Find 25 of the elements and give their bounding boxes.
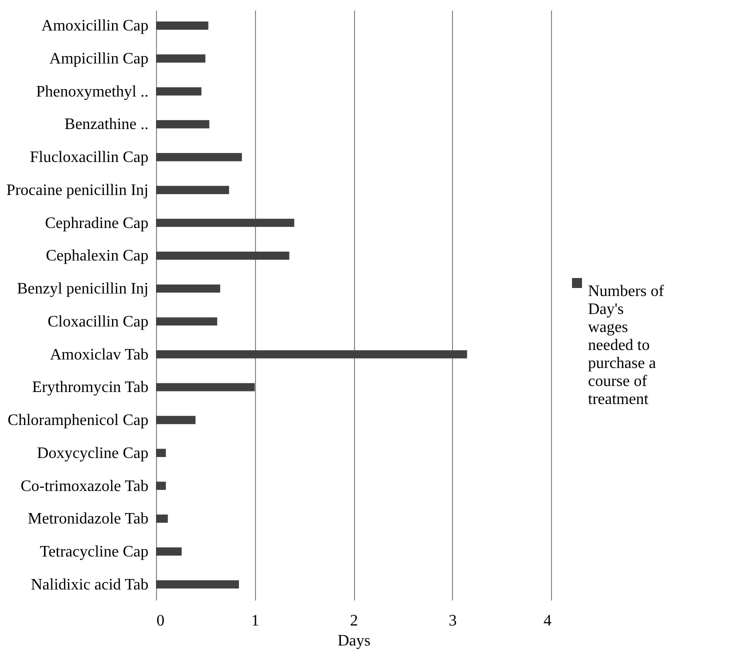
y-tick-label: Amoxicillin Cap bbox=[41, 18, 148, 35]
y-tick-label: Ampicillin Cap bbox=[49, 50, 148, 68]
y-tick-label: Amoxiclav Tab bbox=[50, 346, 148, 364]
legend-label: Numbers of Day's wages needed to purchase a course of treatment bbox=[588, 283, 665, 408]
y-tick-label: Benzathine .. bbox=[64, 116, 148, 134]
y-tick-label: Erythromycin Tab bbox=[32, 379, 148, 396]
x-tick-label: 1 bbox=[251, 612, 260, 630]
y-tick-label: Doxycycline Cap bbox=[36, 444, 148, 462]
y-tick-label: Metronidazole Tab bbox=[28, 510, 148, 528]
y-tick-label: Cloxacillin Cap bbox=[48, 313, 148, 330]
x-tick-label: 3 bbox=[448, 612, 457, 630]
y-tick-label: Procaine penicillin Inj bbox=[6, 182, 148, 199]
y-tick-label: Nalidixic acid Tab bbox=[30, 576, 148, 594]
y-tick-label: Chloramphenicol Cap bbox=[8, 412, 148, 430]
x-axis-title: Days bbox=[338, 632, 370, 650]
y-tick-label: Benzyl penicillin Inj bbox=[16, 280, 148, 298]
y-tick-label: Phenoxymethyl .. bbox=[36, 83, 148, 100]
x-tick-label: 2 bbox=[350, 612, 358, 630]
x-tick-label: 4 bbox=[544, 612, 552, 630]
y-tick-label: Tetracycline Cap bbox=[40, 544, 148, 561]
y-tick-label: Cephradine Cap bbox=[44, 214, 148, 232]
y-tick-label: Flucloxacillin Cap bbox=[30, 149, 148, 166]
y-tick-label: Co-trimoxazole Tab bbox=[20, 478, 148, 495]
y-tick-label: Cephalexin Cap bbox=[46, 248, 148, 265]
x-tick-label: 0 bbox=[156, 612, 164, 630]
